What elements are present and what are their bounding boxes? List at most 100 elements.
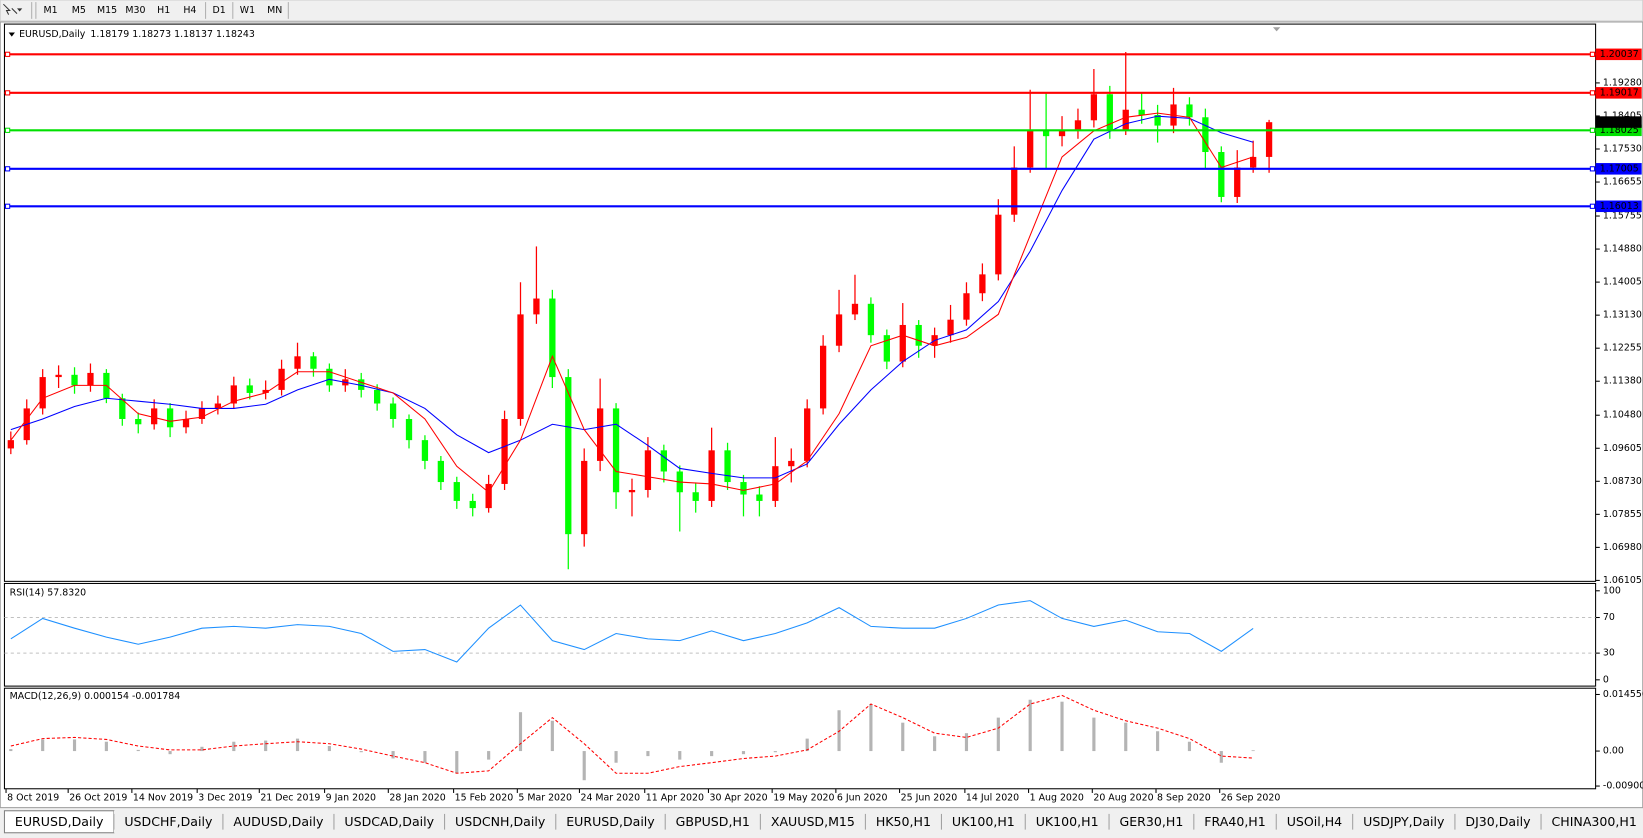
header-arrow — [8, 32, 15, 37]
y-tick-label: 1.08730 — [1603, 476, 1642, 487]
candle-body — [1234, 167, 1241, 197]
tab-label[interactable]: USOil,H4 — [1287, 814, 1342, 829]
candle-body — [1138, 109, 1145, 116]
level-handle[interactable] — [4, 203, 11, 209]
candle-body — [835, 314, 843, 346]
macd-bar — [168, 751, 172, 755]
tab-box[interactable] — [865, 810, 942, 833]
level-handle[interactable] — [1589, 203, 1596, 209]
timeframe-button[interactable]: H4 — [183, 5, 196, 16]
candle-body — [1218, 152, 1225, 197]
level-handle[interactable] — [1589, 90, 1596, 96]
tab-box[interactable] — [665, 810, 761, 833]
level-handle[interactable] — [4, 166, 11, 172]
dropdown-icon[interactable] — [17, 8, 23, 12]
price-layer — [7, 51, 1273, 570]
tab-label[interactable]: USDCAD,Daily — [344, 814, 434, 829]
candle-body — [819, 345, 827, 409]
level-handle[interactable] — [1589, 127, 1596, 133]
candle-body — [262, 389, 269, 393]
candle-body — [692, 492, 699, 501]
level-handle[interactable] — [4, 51, 11, 57]
tab[interactable]: USDCHF,Daily — [113, 810, 223, 833]
tab[interactable]: CHINA300,H1 — [1540, 810, 1643, 833]
candle-body — [612, 408, 620, 493]
macd-bar — [582, 751, 586, 781]
tab-label[interactable]: USDCNH,Daily — [455, 814, 546, 829]
tab[interactable]: USOil,H4 — [1275, 810, 1353, 833]
tab-box[interactable] — [1193, 810, 1277, 833]
candle-body — [565, 377, 572, 535]
tab[interactable]: GER30,H1 — [1108, 810, 1194, 833]
timeframe-button[interactable]: D1 — [213, 5, 226, 16]
tab-label[interactable]: FRA40,H1 — [1204, 814, 1265, 829]
tab[interactable]: HK50,H1 — [864, 810, 942, 833]
tab-label[interactable]: EURUSD,Daily — [566, 814, 655, 829]
tab-box[interactable] — [1454, 810, 1542, 833]
macd-bar — [805, 738, 809, 752]
main-panel — [3, 23, 1597, 582]
tab-label[interactable]: XAUUSD,M15 — [771, 814, 855, 829]
tab[interactable]: UK100,H1 — [1024, 810, 1110, 833]
tab-box[interactable] — [333, 810, 445, 833]
candle-body — [87, 372, 94, 386]
tab-label[interactable]: AUDUSD,Daily — [233, 814, 324, 829]
tab[interactable]: USDCAD,Daily — [333, 810, 445, 833]
tab-box[interactable] — [760, 810, 866, 833]
tab[interactable]: EURUSD,Daily — [3, 810, 115, 834]
tab-label[interactable]: DJ30,Daily — [1465, 814, 1531, 829]
tab-box[interactable] — [1276, 810, 1353, 833]
tab-label[interactable]: UK100,H1 — [1036, 814, 1099, 829]
x-tick-label: 3 Dec 2019 — [198, 793, 252, 804]
rsi-line — [10, 600, 1254, 663]
tab-box[interactable] — [1541, 810, 1643, 833]
candle-body — [533, 298, 540, 315]
tab-box[interactable] — [1352, 810, 1455, 833]
tab[interactable]: AUDUSD,Daily — [222, 810, 334, 833]
tab-box[interactable] — [113, 810, 223, 833]
tab-box[interactable] — [941, 810, 1026, 833]
tab-label[interactable]: GBPUSD,H1 — [676, 814, 750, 829]
level-handle[interactable] — [1589, 166, 1596, 172]
level-handle[interactable] — [4, 127, 11, 133]
cursor-icon[interactable] — [3, 3, 18, 15]
candle-body — [310, 356, 317, 369]
tab-label[interactable]: USDJPY,Daily — [1363, 814, 1445, 829]
y-tick-label: 1.16655 — [1603, 177, 1642, 188]
tab-label[interactable]: CHINA300,H1 — [1552, 814, 1637, 829]
tab-label[interactable]: HK50,H1 — [876, 814, 931, 829]
tab[interactable]: GBPUSD,H1 — [664, 810, 761, 833]
tab-box[interactable] — [222, 810, 334, 833]
timeframe-button[interactable]: W1 — [240, 5, 255, 16]
tab[interactable]: FRA40,H1 — [1193, 810, 1277, 833]
timeframe-button[interactable]: M1 — [43, 5, 57, 16]
tab[interactable]: DJ30,Daily — [1454, 810, 1542, 833]
tab-label[interactable]: GER30,H1 — [1120, 814, 1184, 829]
tab[interactable]: USDJPY,Daily — [1352, 810, 1455, 833]
tab[interactable]: UK100,H1 — [940, 810, 1026, 833]
macd-bar — [614, 751, 618, 763]
tab-box[interactable] — [1025, 810, 1110, 833]
tab-box[interactable] — [555, 810, 666, 833]
y-tick-label: 1.13130 — [1603, 310, 1642, 321]
timeframe-button[interactable]: M5 — [72, 5, 86, 16]
macd-bar — [487, 751, 491, 760]
level-handle[interactable] — [4, 90, 11, 96]
tab[interactable]: XAUUSD,M15 — [759, 810, 866, 833]
tab-label[interactable]: EURUSD,Daily — [15, 814, 104, 829]
level-handle[interactable] — [1589, 51, 1596, 57]
tab-label[interactable]: USDCHF,Daily — [124, 814, 213, 829]
y-tick-label: 1.06980 — [1603, 542, 1642, 553]
tab[interactable]: EURUSD,Daily — [555, 810, 666, 833]
timeframe-button[interactable]: MN — [267, 5, 282, 16]
timeframe-button[interactable]: H1 — [157, 5, 170, 16]
tab-label[interactable]: UK100,H1 — [952, 814, 1015, 829]
macd-panel — [3, 687, 1597, 790]
timeframe-button[interactable]: M30 — [125, 5, 145, 16]
timeframe-button[interactable]: M15 — [97, 5, 117, 16]
tab[interactable]: USDCNH,Daily — [444, 810, 556, 833]
candle-body — [166, 408, 174, 428]
y-tick-label: 70 — [1603, 612, 1615, 623]
tab-box[interactable] — [1109, 810, 1194, 833]
tab-box[interactable] — [444, 810, 556, 833]
